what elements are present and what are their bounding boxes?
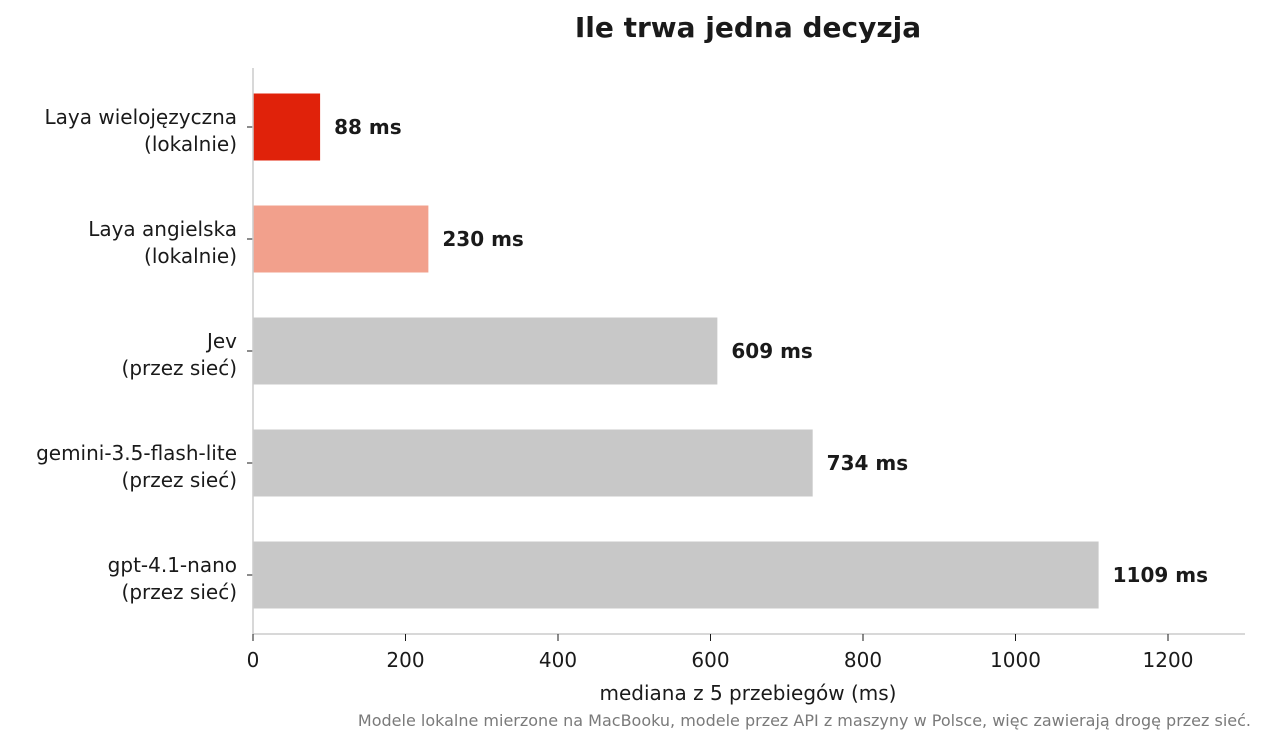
bars-layer <box>253 93 1099 609</box>
bar-3 <box>253 429 813 497</box>
category-label-0-line-1: (lokalnie) <box>144 132 237 156</box>
category-label-3-line-0: gemini-3.5-flash-lite <box>36 441 237 465</box>
bar-1 <box>253 205 429 273</box>
x-tick-label-1: 200 <box>386 648 424 672</box>
category-label-1-line-0: Laya angielska <box>88 217 237 241</box>
x-tick-label-0: 0 <box>247 648 260 672</box>
category-label-2-line-0: Jev <box>205 329 237 353</box>
x-tick-label-4: 800 <box>844 648 882 672</box>
category-labels: Laya wielojęzyczna (lokalnie)Laya angiels… <box>36 105 253 604</box>
chart-title: Ile trwa jedna decyzja <box>575 11 921 44</box>
category-label-4-line-1: (przez sieć) <box>122 580 237 604</box>
category-label-1: Laya angielska (lokalnie) <box>88 217 237 268</box>
category-label-3: gemini-3.5-flash-lite (przez sieć) <box>36 441 237 492</box>
category-label-0-line-0: Laya wielojęzyczna <box>45 105 237 129</box>
category-label-3-line-1: (przez sieć) <box>122 468 237 492</box>
bar-4 <box>253 541 1099 609</box>
category-label-2: Jev (przez sieć) <box>122 329 238 380</box>
category-label-4: gpt-4.1-nano (przez sieć) <box>108 553 237 604</box>
value-labels: 88 ms 230 ms 609 ms 734 ms 1109 ms <box>334 115 1208 587</box>
x-tick-label-2: 400 <box>539 648 577 672</box>
chart-footnote: Modele lokalne mierzone na MacBooku, mod… <box>358 711 1251 730</box>
category-label-2-line-1: (przez sieć) <box>122 356 237 380</box>
x-axis-ticks: 0 200 400 600 800 1000 1200 <box>247 634 1194 672</box>
category-label-0: Laya wielojęzyczna (lokalnie) <box>45 105 237 156</box>
category-label-1-line-1: (lokalnie) <box>144 244 237 268</box>
value-label-2: 609 ms <box>731 339 812 363</box>
value-label-4: 1109 ms <box>1113 563 1208 587</box>
value-label-3: 734 ms <box>827 451 908 475</box>
value-label-1: 230 ms <box>442 227 523 251</box>
x-tick-label-3: 600 <box>691 648 729 672</box>
x-axis-label: mediana z 5 przebiegów (ms) <box>600 681 897 705</box>
bar-2 <box>253 317 718 385</box>
x-tick-label-6: 1200 <box>1143 648 1194 672</box>
value-label-0: 88 ms <box>334 115 402 139</box>
x-tick-label-5: 1000 <box>990 648 1041 672</box>
category-label-4-line-0: gpt-4.1-nano <box>108 553 237 577</box>
bar-0 <box>253 93 321 161</box>
